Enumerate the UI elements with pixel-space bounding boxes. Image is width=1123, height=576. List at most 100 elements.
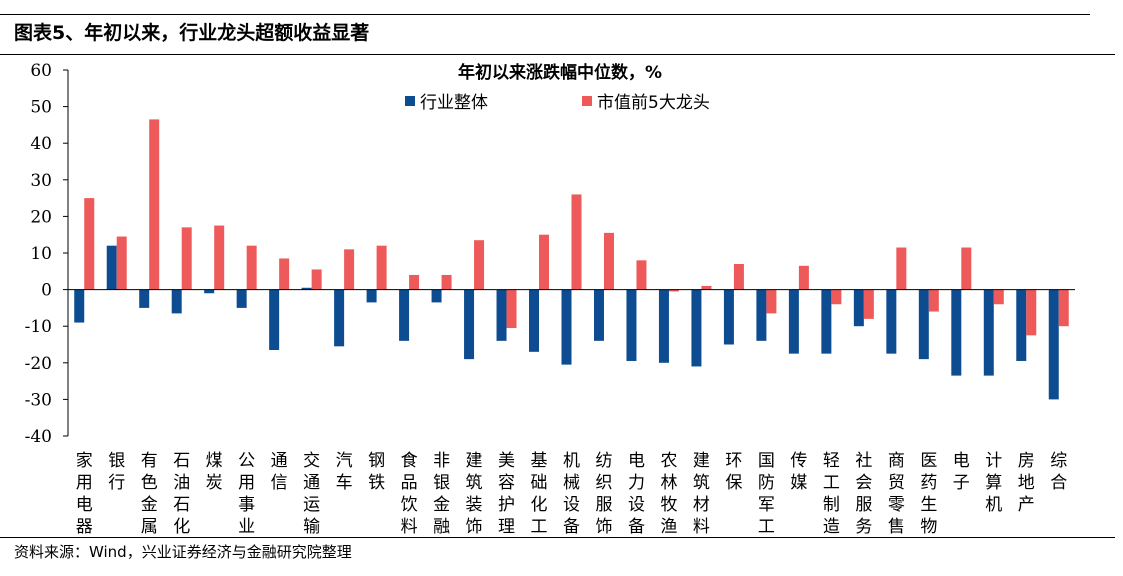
bar-industry [399,289,410,341]
bar-leaders [506,289,517,329]
bar-leaders [1026,289,1037,336]
x-tick-label: 医药生物 [920,451,937,537]
x-tick-label: 钢铁 [368,451,385,493]
bar-industry [886,289,897,354]
bar-industry [821,289,832,354]
y-tick-label: 30 [30,171,52,191]
x-tick-label: 机械设备 [563,451,580,537]
bar-industry [366,289,377,303]
legend-label-industry: 行业整体 [420,93,488,113]
bar-leaders [701,285,712,290]
bar-industry [951,289,962,376]
y-tick-label: -40 [25,427,52,447]
chart-title: 年初以来涨跌幅中位数，% [458,62,662,83]
bar-leaders [961,247,972,290]
x-tick-label: 轻工制造 [823,451,840,537]
x-tick-label: 综合 [1050,451,1067,493]
bar-industry [1048,289,1059,400]
bar-industry [529,289,540,352]
legend-label-leaders: 市值前5大龙头 [597,93,710,113]
x-tick-label: 电力设备 [628,451,645,537]
top-rule [0,14,1090,15]
bar-industry [1016,289,1027,361]
x-tick-label: 非银金融 [433,451,450,537]
bar-industry [464,289,475,360]
x-tick-label: 交通运输 [303,451,320,537]
bar-leaders [214,225,225,290]
bar-leaders [344,249,355,290]
x-tick-label: 公用事业 [238,451,255,537]
y-tick-label: -20 [25,354,52,374]
x-tick-label: 传媒 [790,451,807,493]
x-tick-label: 汽车 [336,451,353,493]
bar-industry [626,289,637,361]
bar-leaders [116,236,127,290]
x-tick-label: 银行 [108,451,125,493]
bar-industry [236,289,247,308]
bar-industry [658,289,669,363]
bar-leaders [149,119,160,290]
x-tick-label: 建筑材料 [693,451,710,537]
bar-industry [496,289,507,341]
bar-industry [756,289,767,341]
bar-leaders [636,260,647,290]
bar-leaders [766,289,777,314]
bar-industry [74,289,85,323]
y-tick-label: 60 [30,61,52,81]
x-tick-label: 石油石化 [173,451,190,537]
y-tick-label: -30 [25,390,52,410]
bar-leaders [279,258,290,290]
bar-leaders [603,232,614,290]
bar-chart: 年初以来涨跌幅中位数，% 行业整体 市值前5大龙头 -40 -30 -20 -10 0 1… [25,61,1075,537]
x-tick-label: 电子 [953,451,970,493]
bar-leaders [409,274,420,290]
bar-industry [853,289,864,327]
bar-leaders [831,289,842,305]
bar-industry [431,289,442,303]
x-tick-label: 房地产 [1018,451,1035,515]
bar-leaders [668,289,679,292]
bar-leaders [539,234,550,290]
bar-industry [269,289,280,350]
y-tick-label: -10 [25,317,52,337]
x-tick-label: 建筑装饰 [466,451,483,537]
y-tick-label: 50 [30,98,52,118]
bar-leaders [474,240,485,290]
bar-leaders [571,194,582,290]
bar-industry [983,289,994,376]
bar-leaders [181,227,192,290]
bar-leaders [896,247,907,290]
x-tick-label: 基础化工 [531,451,548,537]
bar-leaders [246,245,257,290]
title-rule [0,54,1115,55]
bar-leaders [311,269,322,290]
bar-industry [171,289,182,314]
source-note: 资料来源：Wind，兴业证券经济与金融研究院整理 [14,543,352,561]
x-tick-label: 商贸零售 [888,451,905,537]
x-tick-label: 纺织服饰 [595,451,612,537]
bar-industry [334,289,345,347]
bar-industry [204,289,215,294]
x-tick-label: 通信 [271,451,288,493]
x-tick-label: 家用电器 [76,451,93,537]
bar-leaders [993,289,1004,305]
plot-area: -40 -30 -20 -10 0 10 20 30 40 50 60 家用电器银行有色金属石油石化煤… [25,61,1075,537]
y-tick-label: 10 [30,244,52,264]
legend-swatch-industry [405,96,415,106]
bar-industry [788,289,799,354]
bar-leaders [798,265,809,290]
y-tick-label: 20 [30,207,52,227]
bar-industry [918,289,929,360]
bar-leaders [1058,289,1069,327]
x-tick-label: 国防军工 [758,451,775,537]
bar-leaders [441,274,452,290]
bar-industry [723,289,734,345]
bar-industry [561,289,572,365]
x-tick-label: 农林牧渔 [660,451,677,537]
bottom-rule [0,537,1115,538]
bar-leaders [376,245,387,290]
bar-leaders [863,289,874,319]
bar-industry [593,289,604,341]
x-tick-label: 计算机 [985,451,1002,515]
bar-industry [301,287,312,290]
